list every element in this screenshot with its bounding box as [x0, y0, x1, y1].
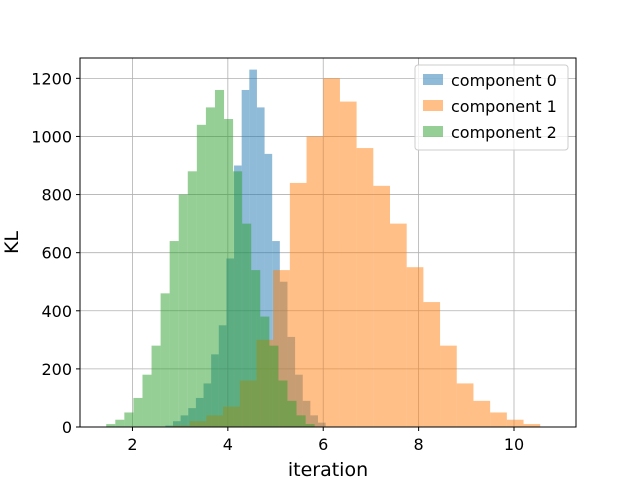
histogram-bar [278, 380, 288, 427]
histogram-bar [205, 107, 215, 427]
histogram-bar [339, 101, 357, 428]
histogram-bar [423, 302, 441, 427]
x-tick-label: 10 [504, 435, 524, 454]
y-tick-label: 800 [41, 186, 72, 205]
histogram-bar [115, 419, 125, 427]
y-tick-label: 1200 [31, 69, 72, 88]
x-tick-label: 6 [318, 435, 328, 454]
legend-label: component 1 [451, 97, 557, 116]
y-tick-label: 600 [41, 244, 72, 263]
histogram-bar [269, 345, 279, 427]
histogram-bar [296, 415, 306, 427]
ticks: 2 4 6 8 10 0 200 400 600 800 1000 1200 [31, 69, 524, 454]
histogram-bar [124, 412, 134, 427]
legend-swatch [423, 100, 443, 111]
histogram-bar [373, 185, 390, 427]
histogram-bar [506, 419, 524, 427]
histogram-bar [356, 148, 374, 427]
histogram-bar [224, 119, 234, 427]
histogram-bar [133, 397, 143, 427]
histogram-bar [151, 345, 161, 427]
legend: component 0 component 1 component 2 [414, 64, 569, 151]
histogram-bar [187, 171, 197, 427]
y-tick-label: 400 [41, 302, 72, 321]
y-axis-label: KL [1, 231, 23, 254]
legend-box [414, 64, 569, 151]
histogram-bar [242, 223, 252, 427]
y-tick-label: 0 [62, 418, 72, 437]
histogram-bar [260, 316, 270, 427]
histogram-bar [106, 424, 116, 427]
histogram-bar [473, 400, 491, 427]
histogram-bar [178, 194, 188, 427]
histogram-bar [523, 424, 541, 427]
series-2 [106, 89, 315, 427]
legend-label: component 0 [451, 71, 557, 90]
histogram-bar [456, 383, 474, 427]
histogram-bar [233, 171, 243, 427]
histogram-bar [214, 89, 225, 427]
histogram-bar [289, 182, 307, 427]
x-axis-label: iteration [288, 459, 368, 480]
histogram-bar [264, 153, 273, 427]
y-tick-label: 200 [41, 360, 72, 379]
histogram-bar [390, 223, 407, 427]
histogram-bar [440, 345, 457, 427]
histogram-bar [305, 424, 315, 427]
histogram-bar [249, 69, 257, 428]
legend-swatch [423, 74, 443, 85]
histogram-bar [490, 412, 507, 427]
histogram-bar [256, 107, 265, 427]
histogram-bar [169, 241, 179, 427]
histogram-bar [251, 270, 261, 427]
bars [106, 69, 541, 428]
histogram-bar [142, 374, 152, 427]
y-tick-label: 1000 [31, 127, 72, 146]
x-tick-label: 2 [127, 435, 137, 454]
histogram-bar [306, 136, 324, 427]
x-tick-label: 8 [414, 435, 424, 454]
legend-swatch [423, 126, 443, 137]
plot-frame [79, 57, 577, 428]
histogram-bar [323, 78, 340, 427]
legend-label: component 2 [451, 123, 557, 142]
histogram-bar [196, 124, 206, 427]
histogram-bar [287, 400, 297, 427]
x-tick-label: 4 [223, 435, 233, 454]
histogram-bar [406, 267, 424, 427]
histogram-bar [160, 293, 170, 427]
